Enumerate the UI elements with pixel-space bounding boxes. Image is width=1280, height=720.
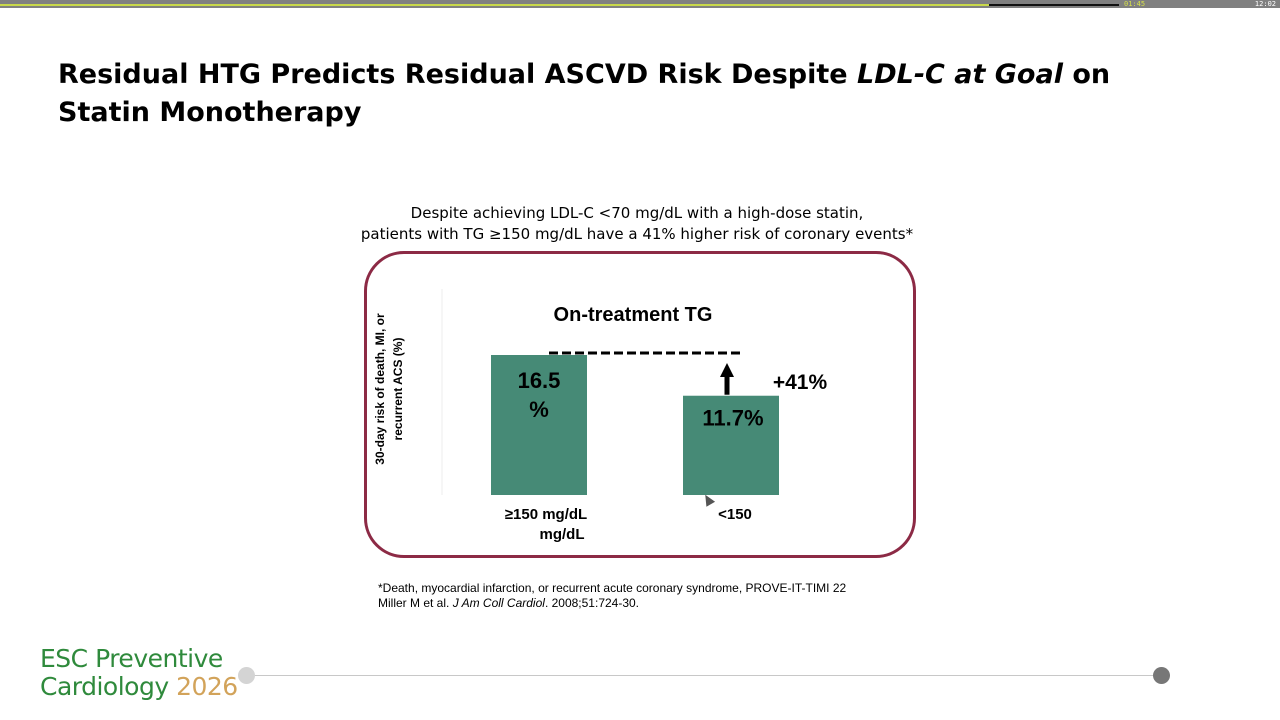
data-label-low-tg: 11.7% <box>702 406 763 431</box>
footnote-reference: Miller M et al. J Am Coll Cardiol. 2008;… <box>378 596 846 611</box>
increase-annotation: +41% <box>773 371 828 394</box>
y-axis-label-line1: 30-day risk of death, MI, or <box>373 313 387 465</box>
footnote: *Death, myocardial infarction, or recurr… <box>378 581 846 611</box>
data-label-high-tg-line2: % <box>529 397 549 422</box>
bar-high-tg <box>491 355 587 495</box>
chart-frame <box>364 251 916 558</box>
category-label-high-tg-line1: ≥150 mg/dL <box>505 506 587 523</box>
logo-line2-text: Cardiology <box>40 672 169 701</box>
esc-preventive-cardiology-logo: ESC Preventive Cardiology 2026 <box>40 645 238 701</box>
bar-low-tg <box>683 395 779 495</box>
increase-arrow-icon <box>720 363 734 395</box>
footnote-ref-journal: J Am Coll Cardiol <box>452 596 545 610</box>
y-axis-label-line2: recurrent ACS (%) <box>391 338 405 441</box>
chart-subtitle: Despite achieving LDL-C <70 mg/dL with a… <box>340 203 934 245</box>
progress-buffered <box>989 4 1120 6</box>
slide-scrubber-track[interactable] <box>246 675 1162 676</box>
scrubber-start-handle[interactable] <box>238 667 255 684</box>
data-label-high-tg-line1: 16.5 <box>518 368 561 393</box>
category-label-low-tg: <150 <box>718 506 752 523</box>
title-part2: on Statin Monotherapy <box>58 59 1111 128</box>
footnote-ref-authors: Miller M et al. <box>378 596 453 610</box>
logo-line1: ESC Preventive <box>40 644 223 673</box>
elapsed-time: 01:45 <box>1124 0 1146 8</box>
title-emphasis: LDL-C at Goal <box>857 59 1063 90</box>
subtitle-line2: patients with TG ≥150 mg/dL have a 41% h… <box>360 225 914 243</box>
logo-year: 2026 <box>176 672 238 701</box>
chart-title: On-treatment TG <box>554 304 713 326</box>
footnote-ref-citation: . 2008;51:724-30. <box>544 596 640 610</box>
subtitle-line1: Despite achieving LDL-C <70 mg/dL with a… <box>410 204 864 222</box>
total-time: 12:02 <box>1254 0 1276 8</box>
progress-played <box>0 4 990 6</box>
bar-chart: 30-day risk of death, MI, or recurrent A… <box>373 289 828 543</box>
title-part1: Residual HTG Predicts Residual ASCVD Ris… <box>58 59 857 90</box>
video-progress-bar[interactable]: 01:45 12:02 <box>0 0 1280 8</box>
footnote-definition: *Death, myocardial infarction, or recurr… <box>378 581 847 595</box>
category-label-high-tg-line2: mg/dL <box>540 526 585 543</box>
slide-title: Residual HTG Predicts Residual ASCVD Ris… <box>58 56 1118 132</box>
scrubber-end-handle[interactable] <box>1153 667 1170 684</box>
logo-line2: Cardiology 2026 <box>40 673 238 701</box>
